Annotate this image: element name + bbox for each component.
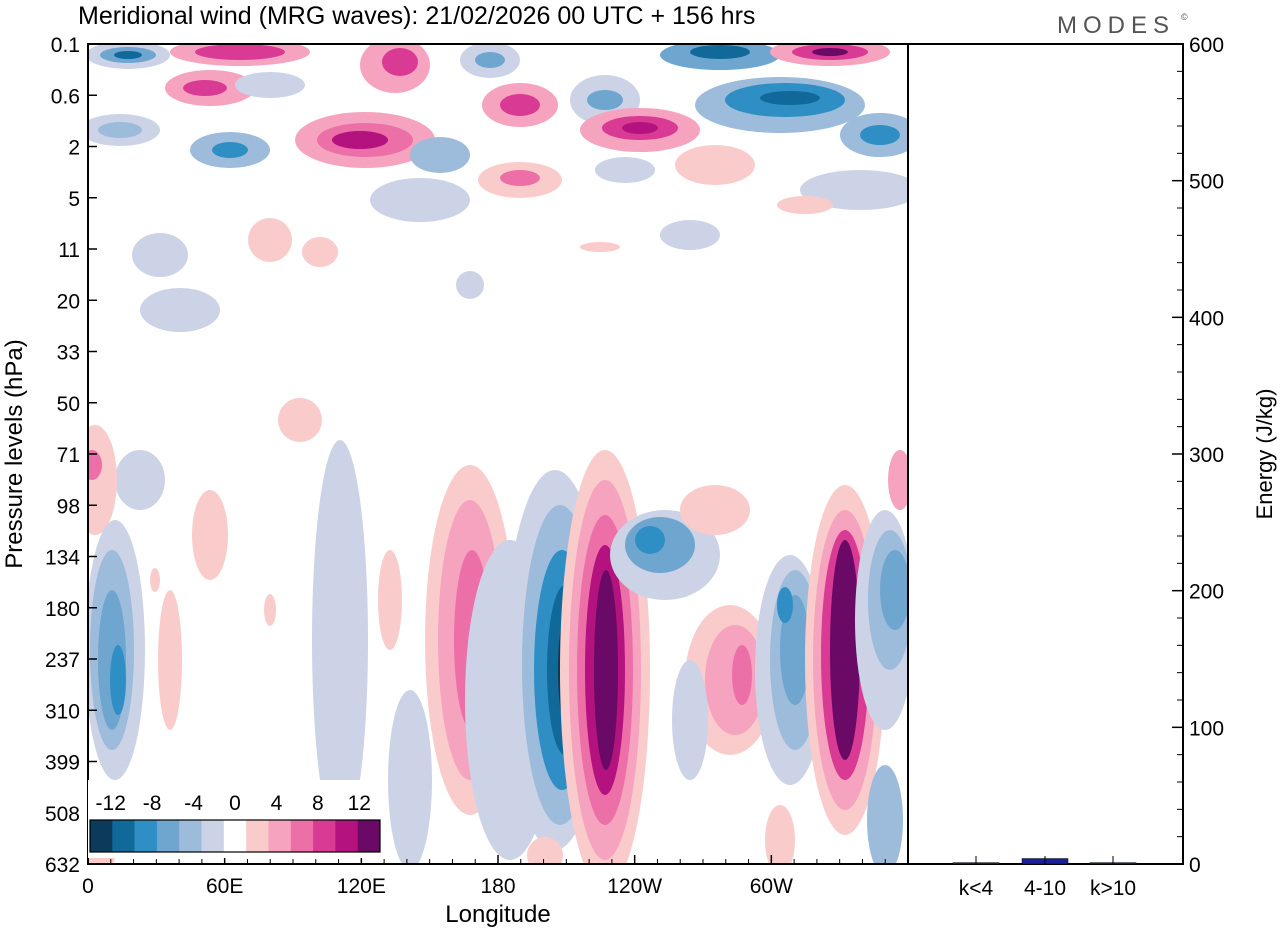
colorbar-label: 8 (312, 792, 324, 815)
pressure-tick-label: 33 (57, 342, 80, 365)
energy-tick-label: 400 (1189, 307, 1224, 330)
colorbar-swatch (201, 820, 225, 852)
energy-tick-label: 600 (1189, 34, 1224, 57)
energy-category-label: k>10 (1090, 877, 1136, 900)
colorbar-label: -8 (143, 792, 162, 815)
pressure-tick-label: 20 (57, 290, 80, 313)
colorbar-swatch (156, 820, 180, 852)
pressure-tick-label: 71 (57, 444, 80, 467)
chart-title: Meridional wind (MRG waves): 21/02/2026 … (78, 2, 755, 30)
pressure-axis: 0.1 0.6 2 5 11 20 33 50 71 98 134 180 237 310 399 508 63… (45, 34, 97, 877)
colorbar-swatch (357, 820, 381, 852)
pressure-tick-label: 180 (45, 598, 80, 621)
longitude-tick-label: 120W (607, 875, 662, 898)
energy-category-label: 4-10 (1024, 877, 1066, 900)
longitude-tick-label: 180 (480, 875, 515, 898)
brand-logo: MODES (1057, 12, 1175, 39)
pressure-tick-label: 11 (58, 239, 80, 262)
pressure-tick-label: 237 (45, 649, 80, 672)
pressure-tick-label: 0.6 (51, 85, 80, 108)
colorbar-swatch (313, 820, 336, 852)
colorbar-frame (89, 819, 381, 853)
colorbar-swatch (335, 820, 358, 852)
energy-categories: k<4 4-10 k>10 (959, 856, 1136, 900)
colorbar-swatch (179, 820, 202, 852)
pressure-axis-label: Pressure levels (hPa) (1, 339, 28, 568)
colorbar-swatch (290, 820, 314, 852)
pressure-tick-label: 310 (45, 700, 80, 723)
energy-axis: 0 100 200 300 400 500 600 (1172, 34, 1224, 877)
longitude-tick-label: 60E (206, 875, 243, 898)
pressure-tick-label: 0.1 (51, 34, 80, 57)
longitude-axis-label: Longitude (445, 901, 550, 928)
colorbar-label: 0 (229, 792, 241, 815)
colorbar-swatch (268, 820, 292, 852)
colorbar-label: -4 (184, 792, 203, 815)
pressure-tick-label: 5 (68, 188, 80, 211)
pressure-tick-label: 399 (45, 752, 80, 775)
pressure-tick-label: 2 (68, 137, 80, 160)
energy-category-label: k<4 (959, 877, 994, 900)
colorbar-swatch (246, 820, 269, 852)
colorbar-swatches (89, 819, 381, 853)
tropospheric-anomalies (88, 425, 908, 864)
longitude-tick-label: 60W (750, 875, 793, 898)
energy-tick-label: 300 (1189, 444, 1224, 467)
colorbar-swatch (112, 820, 135, 852)
longitude-axis: 0 60E 120E 180 120W 60W (82, 855, 886, 898)
colorbar-swatch (90, 820, 113, 852)
colorbar-swatch (223, 820, 247, 852)
energy-tick-label: 200 (1189, 581, 1224, 604)
energy-tick-label: 0 (1189, 854, 1201, 877)
colorbar-label: 4 (271, 792, 283, 815)
heatmap-panel (88, 44, 908, 864)
colorbar-swatch (134, 820, 158, 852)
colorbar-legend: -12 -8 -4 0 4 8 12 (88, 780, 384, 858)
pressure-tick-label: 50 (57, 393, 80, 416)
energy-tick-label: 500 (1189, 171, 1224, 194)
pressure-tick-label: 98 (57, 495, 80, 518)
energy-frame (907, 43, 1184, 865)
energy-axis-label: Energy (J/kg) (1252, 389, 1277, 520)
pressure-tick-label: 134 (45, 547, 80, 570)
pressure-tick-label: 508 (45, 803, 80, 826)
longitude-tick-label: 120E (337, 875, 386, 898)
colorbar-label: -12 (96, 792, 126, 815)
brand-mark: © (1181, 12, 1188, 22)
longitude-tick-label: 0 (82, 875, 94, 898)
colorbar-labels: -12 -8 -4 0 4 8 12 (96, 792, 371, 815)
upper-level-anomalies (88, 44, 908, 442)
colorbar-label: 12 (348, 792, 371, 815)
pressure-tick-label: 632 (45, 854, 80, 877)
energy-tick-label: 100 (1189, 717, 1224, 740)
